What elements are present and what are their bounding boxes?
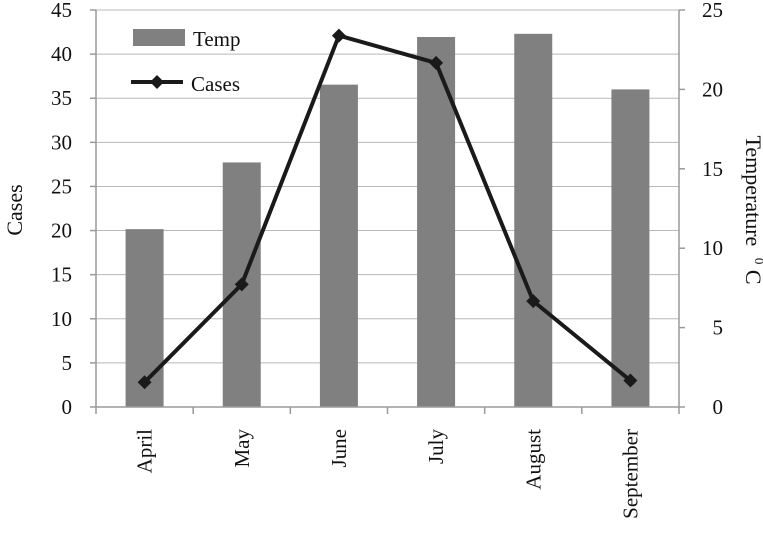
right-tick-label: 0	[713, 395, 724, 419]
left-tick-label: 5	[62, 351, 73, 375]
left-axis-title: Cases	[2, 184, 27, 235]
left-tick-label: 20	[51, 219, 72, 243]
cases-line-series	[137, 28, 638, 390]
category-label-may: May	[230, 429, 254, 468]
left-tick-label: 40	[51, 42, 72, 66]
temp-bar-june	[319, 84, 358, 408]
right-tick-label: 25	[702, 0, 723, 22]
legend-cases-marker	[150, 75, 164, 89]
category-label-april: April	[133, 429, 157, 473]
right-axis-title: Temperature 0 C	[741, 135, 763, 284]
cases-marker-july	[429, 55, 444, 70]
temp-bars	[125, 33, 650, 408]
temp-bar-august	[514, 33, 553, 407]
left-tick-label: 35	[51, 86, 72, 110]
category-label-august: August	[521, 429, 545, 490]
right-axis-title-unit: C	[741, 270, 763, 285]
legend-temp-swatch	[133, 29, 185, 46]
legend-temp-label: Temp	[193, 27, 241, 51]
right-axis-title-text: Temperature	[741, 135, 763, 246]
cases-line	[143, 33, 632, 384]
cases-marker-august	[526, 294, 541, 309]
right-axis-title-superscript: 0	[752, 258, 763, 265]
left-axis-ticks: 0 5 10 15 20 25 30 35 40 45	[51, 0, 72, 419]
right-axis-ticks: 0 5 10 15 20 25	[702, 0, 723, 419]
right-tick-label: 15	[702, 157, 723, 181]
left-tick-label: 10	[51, 307, 72, 331]
left-tick-label: 30	[51, 130, 72, 154]
temp-bar-september	[611, 89, 650, 408]
category-label-june: June	[327, 429, 351, 468]
cases-marker-may	[234, 277, 249, 292]
right-tick-label: 5	[713, 316, 724, 340]
right-tick-label: 10	[702, 236, 723, 260]
cases-marker-june	[331, 28, 346, 43]
category-label-september: September	[618, 429, 642, 519]
legend-cases-label: Cases	[191, 72, 240, 96]
category-axis-labels: April May June July August September	[133, 429, 643, 519]
axes	[90, 9, 685, 414]
left-tick-label: 45	[51, 0, 72, 22]
cases-marker-april	[137, 375, 152, 390]
left-tick-label: 15	[51, 263, 72, 287]
category-label-july: July	[424, 429, 448, 465]
gridlines	[96, 9, 679, 408]
left-tick-label: 25	[51, 174, 72, 198]
cases-marker-september	[623, 373, 638, 388]
legend: Temp Cases	[131, 27, 241, 96]
right-tick-label: 20	[702, 77, 723, 101]
left-tick-label: 0	[62, 395, 73, 419]
